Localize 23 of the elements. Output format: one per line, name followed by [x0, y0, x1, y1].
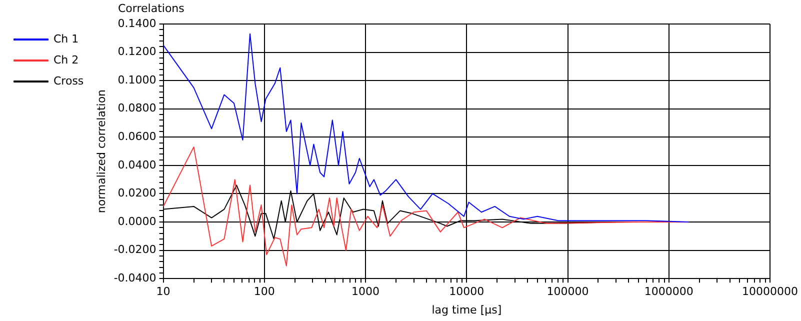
y-tick-label: 0.0200 — [118, 186, 156, 200]
x-tick-label: 100000 — [546, 285, 589, 298]
chart-title: Correlations — [118, 2, 184, 15]
x-tick-label: 1000 — [352, 285, 380, 298]
x-tick-label: 100 — [254, 285, 275, 298]
x-tick-label: 10000000 — [742, 285, 798, 298]
legend-label: Ch 1 — [54, 32, 79, 46]
y-tick-label: 0.0800 — [118, 102, 156, 115]
x-tick-label: 10 — [156, 285, 170, 298]
y-tick-label: 0.1000 — [118, 73, 156, 86]
x-tick-label: 10000 — [449, 285, 484, 298]
x-tick-label: 1000000 — [644, 285, 694, 298]
legend-label: Ch 2 — [54, 53, 79, 66]
y-tick-label: 0.1400 — [118, 16, 156, 30]
y-tick-label: 0.0400 — [118, 158, 156, 172]
y-tick-label: 0.0600 — [118, 130, 156, 144]
y-axis-title: normalized correlation — [95, 89, 108, 214]
legend-label: Cross — [54, 74, 84, 88]
y-tick-label: 0.1200 — [118, 45, 156, 58]
x-axis-title: lag time [µs] — [432, 303, 502, 316]
y-tick-label: -0.0200 — [114, 243, 156, 256]
y-tick-label: 0.0000 — [118, 214, 156, 228]
y-tick-label: -0.0400 — [114, 271, 156, 284]
